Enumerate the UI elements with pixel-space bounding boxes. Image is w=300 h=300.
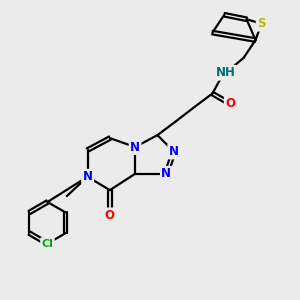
Text: N: N	[130, 140, 140, 154]
Text: N: N	[169, 145, 179, 158]
Text: N: N	[161, 167, 171, 180]
Text: N: N	[82, 170, 93, 183]
Text: O: O	[105, 209, 115, 222]
Text: O: O	[225, 98, 235, 110]
Text: Cl: Cl	[41, 238, 53, 249]
Text: NH: NH	[216, 66, 236, 79]
Text: S: S	[257, 17, 266, 30]
